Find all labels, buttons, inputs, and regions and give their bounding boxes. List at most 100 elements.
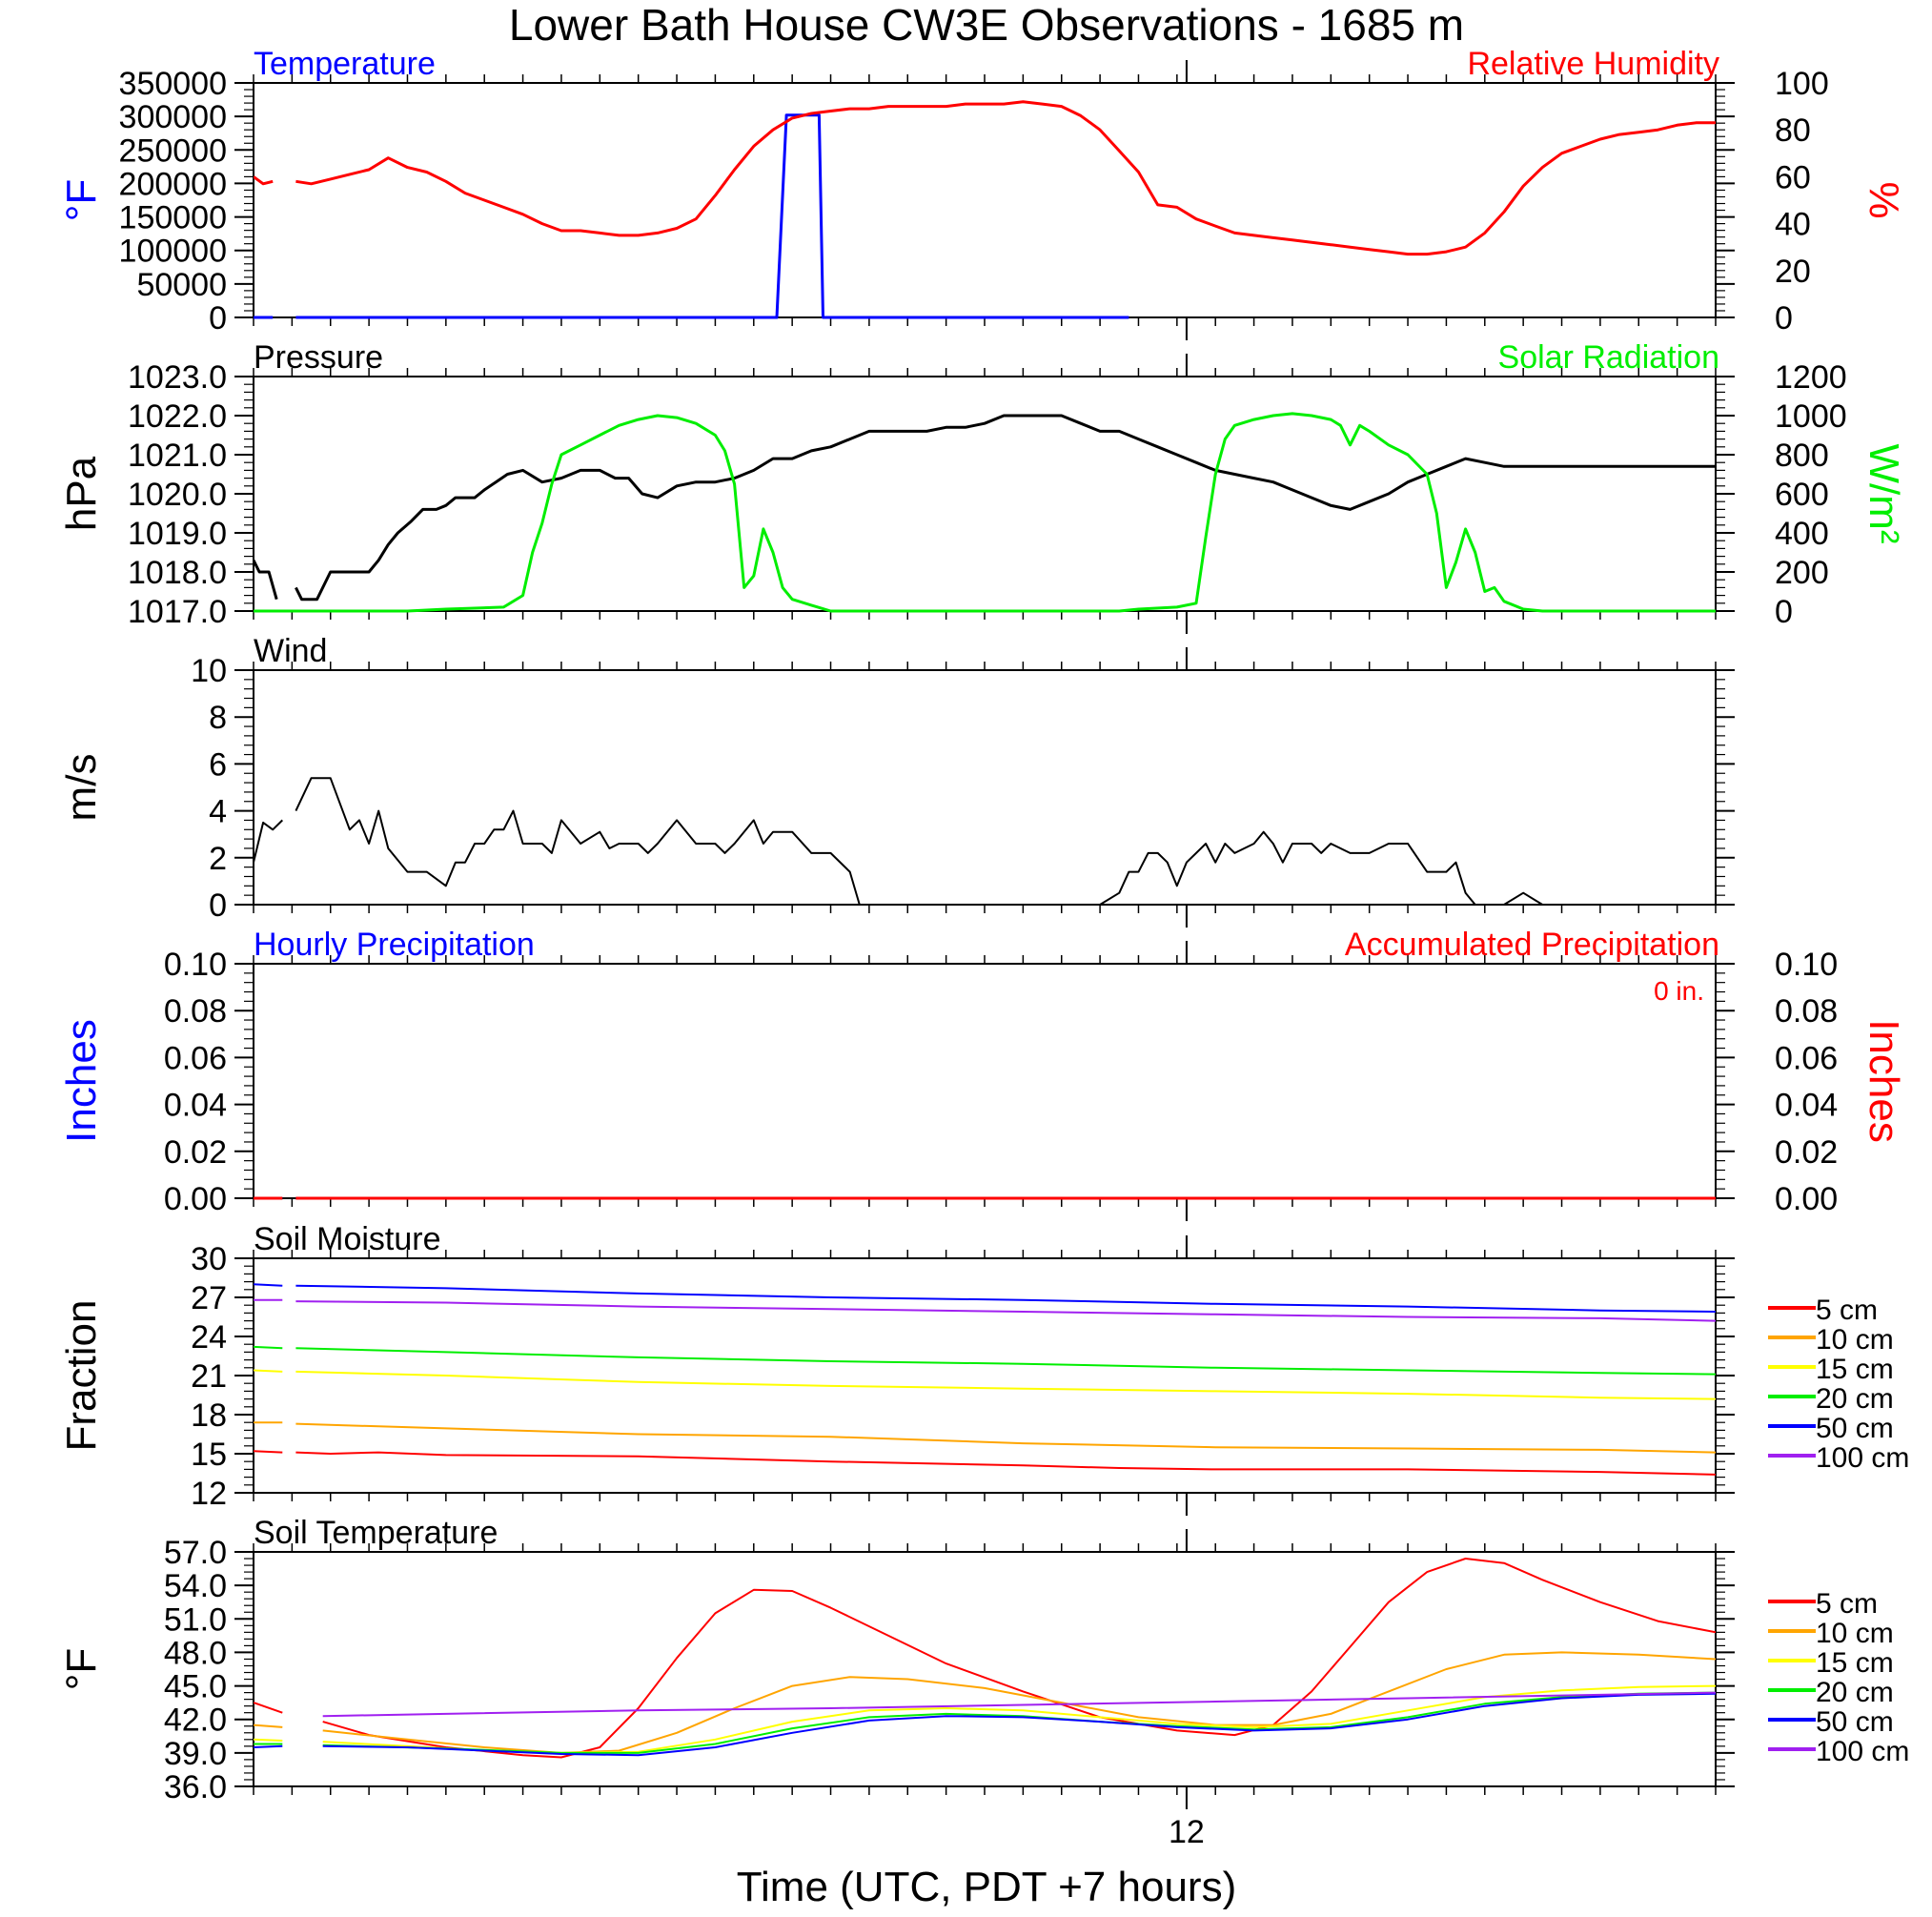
legend-label: 50 cm	[1816, 1413, 1894, 1444]
y-tick-label: 0.10	[164, 947, 227, 983]
series-line-pres_solar-1	[254, 412, 1716, 613]
y-right-tick-label: 0	[1775, 594, 1793, 630]
legend-label: 10 cm	[1816, 1618, 1894, 1649]
y-tick-label: 0	[209, 300, 227, 336]
panel-title-left: Soil Temperature	[254, 1515, 498, 1551]
panel-soil_temperature: 36.039.042.045.048.051.054.057.0 Soil Tem…	[58, 1515, 1909, 1809]
y-axis-title-right: %	[1861, 181, 1907, 218]
legend-label: 15 cm	[1816, 1647, 1894, 1679]
panel-title-left: Hourly Precipitation	[254, 927, 535, 963]
series-line-pres_solar-0	[254, 414, 1716, 602]
series-line-soil_moisture-3	[254, 1345, 1716, 1376]
y-tick-label: 18	[191, 1397, 227, 1434]
y-tick-label: 51.0	[164, 1601, 227, 1638]
legend-label: 10 cm	[1816, 1324, 1894, 1356]
y-tick-label: 200000	[119, 166, 227, 202]
y-tick-label: 1017.0	[128, 594, 227, 630]
y-tick-label: 8	[209, 700, 227, 736]
y-axis-title-left: °F	[58, 1648, 105, 1690]
y-axis-title-right: W/m²	[1861, 443, 1907, 543]
y-tick-label: 300000	[119, 99, 227, 135]
y-right-tick-label: 800	[1775, 438, 1829, 474]
legend-label: 5 cm	[1816, 1588, 1878, 1620]
y-tick-label: 1018.0	[128, 555, 227, 591]
y-tick-label: 30	[191, 1241, 227, 1277]
series-line-wind-0	[254, 777, 1716, 906]
y-tick-label: 0.08	[164, 993, 227, 1030]
panel-pres_solar: 1017.01018.01019.01020.01021.01022.01023…	[58, 339, 1907, 634]
panel-title-left: Pressure	[254, 339, 383, 376]
y-tick-label: 42.0	[164, 1703, 227, 1739]
y-tick-label: 27	[191, 1280, 227, 1316]
series-line-soil_moisture-4	[254, 1283, 1716, 1313]
y-right-tick-label: 200	[1775, 555, 1829, 591]
legend-label: 5 cm	[1816, 1295, 1878, 1326]
y-right-tick-label: 100	[1775, 66, 1829, 102]
y-tick-label: 21	[191, 1358, 227, 1395]
y-tick-label: 0.04	[164, 1088, 227, 1124]
series-line-temp_rh-1	[254, 100, 1716, 256]
series-line-soil_temperature-4	[254, 1692, 1716, 1757]
series-line-soil_moisture-0	[254, 1450, 1716, 1476]
legend-label: 20 cm	[1816, 1383, 1894, 1415]
y-right-tick-label: 1000	[1775, 398, 1847, 435]
y-axis-title-left: °F	[58, 179, 105, 221]
y-axis-title-right: Inches	[1861, 1019, 1907, 1143]
legend-label: 15 cm	[1816, 1354, 1894, 1385]
y-right-tick-label: 80	[1775, 112, 1811, 149]
panels: 0500001000001500002000002500003000003500…	[58, 46, 1909, 1850]
panel-title-right: Accumulated Precipitation	[1345, 927, 1719, 963]
y-tick-label: 100000	[119, 234, 227, 270]
y-right-tick-label: 400	[1775, 516, 1829, 552]
y-axis-title-left: hPa	[58, 456, 105, 531]
y-tick-label: 50000	[136, 267, 227, 303]
y-right-tick-label: 0	[1775, 300, 1793, 336]
y-tick-label: 15	[191, 1437, 227, 1473]
y-tick-label: 1020.0	[128, 477, 227, 513]
y-right-tick-label: 600	[1775, 477, 1829, 513]
y-right-tick-label: 0.06	[1775, 1040, 1838, 1076]
y-tick-label: 39.0	[164, 1736, 227, 1772]
y-axis-title-left: Fraction	[58, 1300, 105, 1452]
y-tick-label: 0	[209, 887, 227, 924]
y-right-tick-label: 0.04	[1775, 1088, 1838, 1124]
y-right-tick-label: 20	[1775, 254, 1811, 290]
accumulated-precip-annotation: 0 in.	[1654, 976, 1704, 1006]
legend-label: 100 cm	[1816, 1442, 1909, 1474]
y-right-tick-label: 0.02	[1775, 1134, 1838, 1171]
y-right-tick-label: 0.10	[1775, 947, 1838, 983]
y-tick-label: 54.0	[164, 1568, 227, 1604]
y-tick-label: 1023.0	[128, 359, 227, 396]
y-tick-label: 57.0	[164, 1535, 227, 1571]
y-tick-label: 12	[191, 1476, 227, 1512]
y-tick-label: 250000	[119, 133, 227, 169]
y-tick-label: 36.0	[164, 1769, 227, 1805]
y-right-tick-label: 0.00	[1775, 1181, 1838, 1217]
y-right-tick-label: 0.08	[1775, 993, 1838, 1030]
panel-wind: 0 2 4 6 8 10 Wind m/s	[58, 633, 1735, 928]
series-line-soil_moisture-2	[254, 1369, 1716, 1400]
y-axis-title-left: m/s	[58, 754, 105, 822]
x-tick-label: 12	[1169, 1814, 1205, 1850]
y-tick-label: 1019.0	[128, 516, 227, 552]
x-axis-title: Time (UTC, PDT +7 hours)	[737, 1864, 1236, 1910]
y-tick-label: 1021.0	[128, 438, 227, 474]
y-tick-label: 4	[209, 794, 227, 830]
legend-label: 20 cm	[1816, 1677, 1894, 1708]
y-tick-label: 0.02	[164, 1134, 227, 1171]
y-tick-label: 45.0	[164, 1669, 227, 1705]
series-line-soil_moisture-1	[254, 1421, 1716, 1454]
panel-precip: 0.00 0.02 0.04 0.06 0.08 0.10 0.00 0.02 0.04 0.06…	[58, 927, 1907, 1221]
figure-title: Lower Bath House CW3E Observations - 168…	[509, 0, 1464, 50]
legend-label: 100 cm	[1816, 1736, 1909, 1767]
y-tick-label: 10	[191, 653, 227, 689]
y-tick-label: 1022.0	[128, 398, 227, 435]
series-line-soil_temperature-0	[254, 1558, 1716, 1759]
panel-title-right: Solar Radiation	[1498, 339, 1719, 376]
panel-title-left: Temperature	[254, 46, 436, 82]
y-tick-label: 0.06	[164, 1040, 227, 1076]
